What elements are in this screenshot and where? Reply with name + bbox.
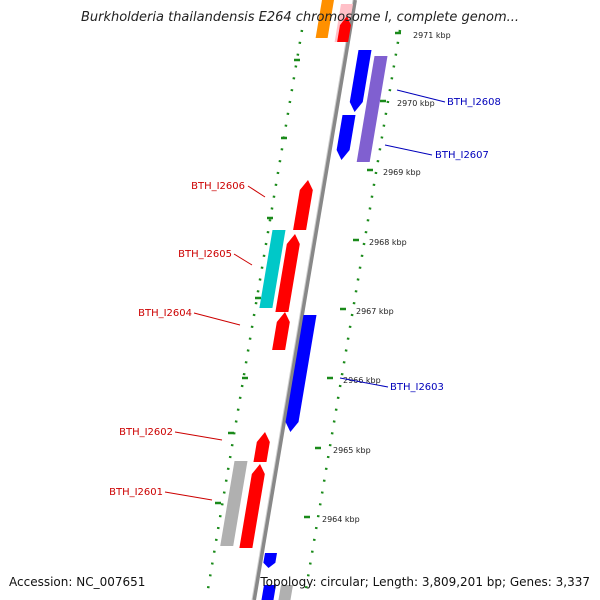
tick-label: 2965 kbp [333,446,371,455]
tick-label: 2964 kbp [322,515,360,524]
gene-label-leader [174,431,223,441]
gene-label-leader [233,253,253,266]
gene-bth-i2602 [253,432,270,462]
blue-feature-bottom-2 [261,585,276,600]
red-feature-top [337,16,351,42]
gene-bth-i2604 [272,312,290,350]
gene-label[interactable]: BTH_I2604 [138,308,192,319]
gene-label-leader [164,491,213,501]
tick-label: 2969 kbp [383,168,421,177]
gene-label-leader [384,144,433,156]
tick-label: 2971 kbp [413,31,451,40]
tick-label: 2967 kbp [356,307,394,316]
gene-label[interactable]: BTH_I2606 [191,181,245,192]
gene-label-leader [193,312,241,326]
gene-bth-i2608 [349,50,372,112]
gene-label[interactable]: BTH_I2601 [109,487,163,498]
gene-bth-i2605 [275,234,300,312]
gene-partner-feature [356,56,388,162]
genome-backbone-highlight [251,0,354,600]
gene-partner-feature [259,230,286,308]
tick-label: 2968 kbp [369,238,407,247]
grey-feature-bottom [278,585,293,600]
orange-feature [315,0,334,38]
gene-bth-i2601 [239,464,265,548]
gene-bth-i2607 [336,115,356,160]
gene-label-leader [247,185,266,198]
gene-label[interactable]: BTH_I2607 [435,150,489,161]
genome-backbone [252,0,357,600]
gene-label[interactable]: BTH_I2602 [119,427,173,438]
map-title: Burkholderia thailandensis E264 chromoso… [80,10,520,25]
gene-bth-i2603 [285,315,317,432]
accession-text: Accession: NC_007651 [9,575,146,589]
tick-label: 2966 kbp [343,376,381,385]
gene-label[interactable]: BTH_I2605 [178,249,232,260]
gene-label-leader [339,377,389,388]
tick-label: 2970 kbp [397,99,435,108]
gene-bth-i2606 [293,180,313,230]
gene-partner-feature [220,461,248,546]
gene-label[interactable]: BTH_I2608 [447,97,501,108]
blue-feature-bottom [263,553,277,568]
gene-label[interactable]: BTH_I2603 [390,382,444,393]
gene-label-leader [396,89,446,103]
topology-text: Topology: circular; Length: 3,809,201 bp… [260,575,590,589]
